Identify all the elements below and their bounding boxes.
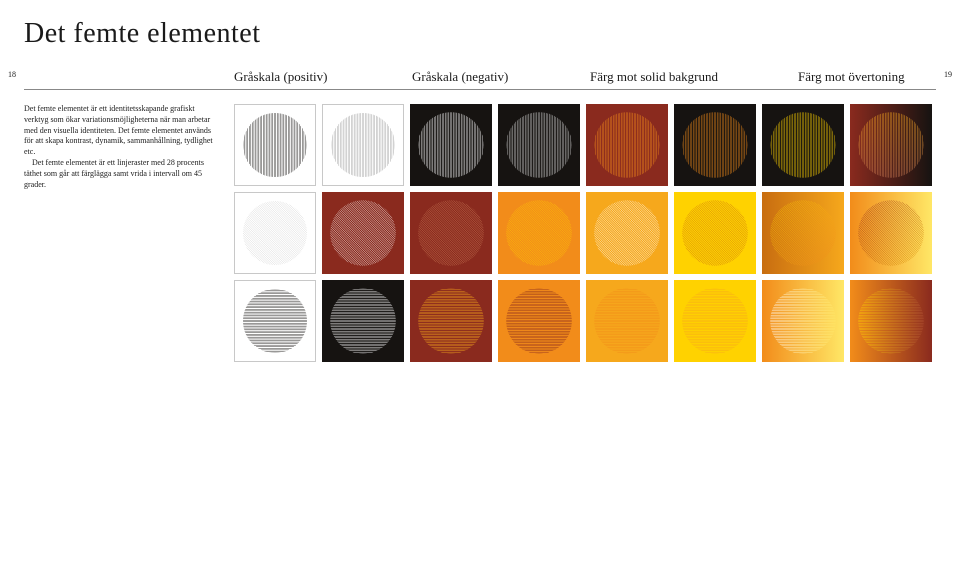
swatch: [322, 192, 404, 274]
column-header: Gråskala (positiv): [234, 69, 328, 85]
swatch: [762, 280, 844, 362]
content-row: Det femte elementet är ett identitetsska…: [24, 104, 936, 362]
swatch: [322, 280, 404, 362]
description-text: Det femte elementet är ett identitetsska…: [24, 104, 234, 362]
swatch: [410, 192, 492, 274]
swatch: [850, 280, 932, 362]
swatch: [674, 104, 756, 186]
swatch: [498, 104, 580, 186]
paragraph-1: Det femte elementet är ett identitetsska…: [24, 104, 216, 158]
swatch: [674, 192, 756, 274]
page: Det femte elementet 18 19 Gråskala (posi…: [0, 0, 960, 562]
swatch: [498, 280, 580, 362]
swatch: [762, 192, 844, 274]
swatch: [234, 280, 316, 362]
paragraph-2: Det femte elementet är ett linjeraster m…: [24, 158, 216, 190]
page-number-right: 19: [944, 70, 952, 79]
swatch: [234, 104, 316, 186]
column-header: Färg mot solid bakgrund: [590, 69, 718, 85]
page-title: Det femte elementet: [24, 18, 936, 50]
swatch: [586, 104, 668, 186]
swatch: [234, 192, 316, 274]
swatch: [410, 280, 492, 362]
swatch: [586, 280, 668, 362]
column-headers: Gråskala (positiv) Gråskala (negativ) Färg…: [24, 72, 936, 90]
swatch-grid: [234, 104, 932, 362]
swatch: [850, 104, 932, 186]
swatch: [762, 104, 844, 186]
swatch: [322, 104, 404, 186]
swatch: [410, 104, 492, 186]
column-header: Gråskala (negativ): [412, 69, 508, 85]
swatch: [586, 192, 668, 274]
column-header: Färg mot övertoning: [798, 69, 905, 85]
swatch: [498, 192, 580, 274]
swatch: [850, 192, 932, 274]
page-number-left: 18: [8, 70, 16, 79]
swatch: [674, 280, 756, 362]
